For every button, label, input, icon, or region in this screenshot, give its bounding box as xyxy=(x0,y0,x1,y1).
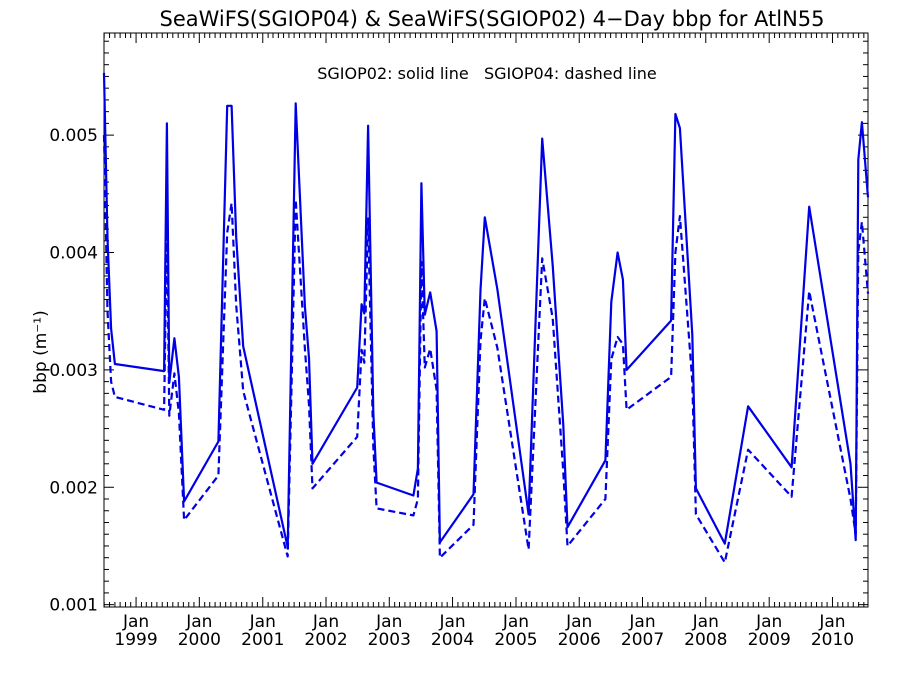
x-tick-month: Jan xyxy=(185,612,212,632)
x-tick-year: 2004 xyxy=(431,630,474,650)
chart-title: SeaWiFS(SGIOP04) & SeaWiFS(SGIOP02) 4−Da… xyxy=(160,7,825,31)
x-tick-year: 2010 xyxy=(811,630,854,650)
x-tick-year: 2006 xyxy=(558,630,601,650)
x-tick-month: Jan xyxy=(692,612,719,632)
x-tick-month: Jan xyxy=(502,612,529,632)
y-tick-label: 0.005 xyxy=(49,126,98,146)
x-tick-month: Jan xyxy=(375,612,402,632)
x-tick-year: 2003 xyxy=(368,630,411,650)
x-tick-month: Jan xyxy=(249,612,276,632)
x-tick-year: 2007 xyxy=(621,630,664,650)
x-tick-year: 2009 xyxy=(748,630,791,650)
x-tick-month: Jan xyxy=(628,612,655,632)
series-line-sgiop02 xyxy=(102,72,870,549)
x-tick-year: 1999 xyxy=(114,630,157,650)
x-tick-month: Jan xyxy=(122,612,149,632)
x-tick-month: Jan xyxy=(312,612,339,632)
x-tick-year: 2008 xyxy=(684,630,727,650)
plot-frame xyxy=(103,32,869,608)
tick-labels: 0.0010.0020.0030.0040.005Jan1999Jan2000J… xyxy=(49,126,854,650)
x-tick-year: 2005 xyxy=(494,630,537,650)
y-tick-label: 0.003 xyxy=(49,361,98,381)
x-tick-year: 2000 xyxy=(178,630,221,650)
x-tick-month: Jan xyxy=(565,612,592,632)
series-line-sgiop04 xyxy=(102,135,870,564)
series-lines xyxy=(102,72,870,564)
y-axis-title: bbp (m⁻¹) xyxy=(31,310,51,393)
y-axis-label: bbp (m⁻¹) xyxy=(31,310,51,393)
line-style-annotation: SGIOP02: solid line SGIOP04: dashed line xyxy=(317,64,657,83)
x-tick-month: Jan xyxy=(755,612,782,632)
y-tick-label: 0.004 xyxy=(49,244,98,264)
y-tick-label: 0.002 xyxy=(49,478,98,498)
x-tick-month: Jan xyxy=(438,612,465,632)
x-tick-year: 2002 xyxy=(304,630,347,650)
x-tick-year: 2001 xyxy=(241,630,284,650)
x-tick-month: Jan xyxy=(818,612,845,632)
y-tick-label: 0.001 xyxy=(49,596,98,616)
axis-ticks xyxy=(103,33,868,607)
